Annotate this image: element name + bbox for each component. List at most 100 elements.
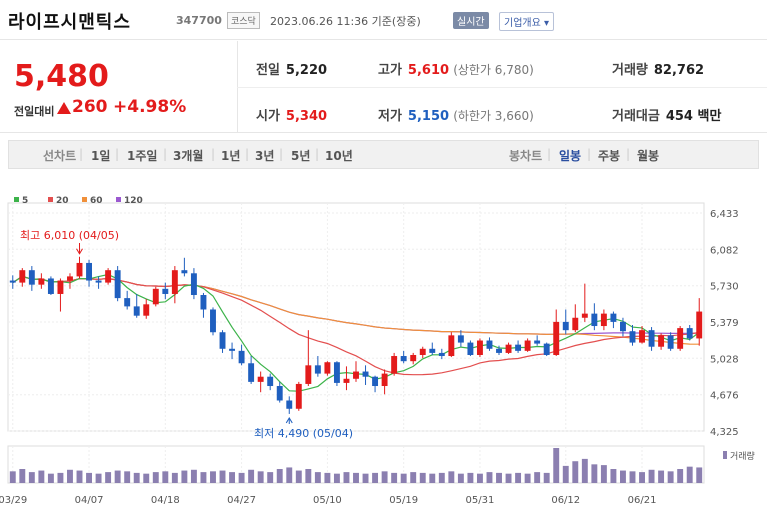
candle-body bbox=[86, 262, 92, 281]
candle-body bbox=[295, 383, 302, 409]
candle-body bbox=[67, 276, 73, 281]
company-overview-dropdown[interactable]: 기업개요 ▾ bbox=[499, 12, 554, 31]
volume-bar bbox=[133, 472, 140, 483]
x-tick-label: 06/12 bbox=[551, 495, 580, 506]
legend-swatch bbox=[14, 197, 19, 202]
candle-body bbox=[257, 376, 264, 382]
volume-bar bbox=[9, 471, 16, 483]
candle-body bbox=[114, 270, 121, 299]
max-arrow-head bbox=[76, 248, 83, 255]
volume-bar bbox=[639, 472, 645, 483]
candle-chart-label: 봉차트 bbox=[509, 149, 543, 163]
volume-bar bbox=[658, 470, 665, 483]
volume-bar bbox=[162, 471, 169, 483]
candle-body bbox=[658, 335, 665, 347]
volume-bar bbox=[467, 472, 474, 483]
volume-bar bbox=[86, 472, 92, 483]
candle-body bbox=[648, 330, 655, 347]
candle-daily[interactable]: 일봉 bbox=[559, 149, 582, 163]
volume-bar bbox=[105, 472, 112, 483]
candle-body bbox=[677, 328, 684, 349]
price-change-pct: +4.98% bbox=[113, 97, 187, 117]
candle-body bbox=[667, 335, 674, 349]
legend-label: 120 bbox=[124, 196, 143, 206]
candle-body bbox=[534, 340, 541, 344]
candle-body bbox=[19, 270, 26, 283]
volume-bar bbox=[591, 464, 598, 483]
candle-body bbox=[200, 295, 207, 310]
period-3y[interactable]: 3년 bbox=[255, 149, 275, 163]
candle-body bbox=[400, 356, 407, 362]
candle-body bbox=[362, 371, 369, 377]
prev-close: 전일 5,220 bbox=[256, 63, 328, 78]
y-tick-label: 5,730 bbox=[710, 282, 739, 293]
candle-body bbox=[133, 306, 140, 316]
candle-body bbox=[629, 331, 636, 343]
volume-bar bbox=[648, 469, 655, 483]
stock-name: 라이프시맨틱스 bbox=[8, 12, 131, 33]
volume-bar bbox=[257, 471, 264, 483]
volume-bar bbox=[57, 472, 64, 483]
candle-body bbox=[410, 354, 417, 362]
period-10y[interactable]: 10년 bbox=[325, 149, 353, 163]
candle-weekly[interactable]: 주봉 bbox=[598, 149, 621, 163]
x-tick-label: 05/31 bbox=[466, 495, 495, 506]
volume-bar bbox=[181, 470, 188, 483]
candle-body bbox=[448, 335, 455, 357]
x-tick-label: 05/19 bbox=[389, 495, 418, 506]
legend-swatch bbox=[48, 197, 53, 202]
volume-bar bbox=[19, 469, 26, 483]
volume-bar bbox=[486, 472, 493, 483]
candle-body bbox=[57, 280, 64, 294]
volume-bar bbox=[448, 471, 455, 483]
candle-body bbox=[553, 321, 560, 355]
candle-body bbox=[343, 378, 350, 383]
volume-bar bbox=[515, 472, 522, 483]
candle-body bbox=[28, 270, 35, 285]
candle-body bbox=[696, 311, 703, 339]
up-triangle-icon bbox=[57, 102, 71, 114]
trade-amount: 거래대금 454 백만 bbox=[612, 109, 722, 124]
volume-bar bbox=[381, 471, 388, 483]
volume-bar bbox=[295, 470, 302, 483]
volume-bar bbox=[362, 473, 369, 483]
volume-bar bbox=[276, 469, 283, 483]
volume-bar bbox=[620, 470, 626, 483]
volume-bar bbox=[572, 461, 579, 483]
candle-body bbox=[181, 270, 188, 274]
volume-bar bbox=[219, 470, 226, 483]
candle-body bbox=[286, 400, 293, 409]
volume-bar bbox=[114, 470, 121, 483]
volume-label: 거래량 bbox=[730, 450, 755, 462]
y-tick-label: 4,676 bbox=[710, 391, 739, 402]
period-1w[interactable]: 1주일 bbox=[127, 149, 158, 163]
period-5y[interactable]: 5년 bbox=[291, 149, 311, 163]
volume-bar bbox=[171, 472, 178, 483]
candle-body bbox=[372, 376, 379, 387]
open-price: 시가 5,340 bbox=[256, 109, 328, 124]
candle-body bbox=[162, 288, 169, 294]
candle-body bbox=[333, 362, 340, 383]
candle-body bbox=[429, 348, 436, 353]
period-1d[interactable]: 1일 bbox=[91, 149, 111, 163]
period-1y[interactable]: 1년 bbox=[221, 149, 241, 163]
candle-body bbox=[391, 356, 398, 374]
candle-monthly[interactable]: 월봉 bbox=[637, 149, 660, 163]
realtime-button[interactable]: 실시간 bbox=[453, 12, 489, 29]
volume-bar bbox=[686, 466, 693, 483]
y-tick-label: 4,325 bbox=[710, 427, 739, 438]
candle-body bbox=[467, 342, 474, 355]
volume-bar bbox=[400, 473, 407, 483]
volume-bar bbox=[410, 472, 417, 483]
volume-bar bbox=[562, 465, 569, 483]
volume-bar bbox=[553, 448, 560, 483]
volume-bar bbox=[353, 472, 359, 483]
candle-body bbox=[305, 365, 312, 384]
x-tick-label: 06/21 bbox=[628, 495, 657, 506]
max-annotation: 최고 6,010 (04/05) bbox=[20, 229, 119, 242]
volume-bar bbox=[124, 471, 131, 483]
candle-body bbox=[562, 321, 569, 331]
period-3m[interactable]: 3개월 bbox=[173, 149, 204, 163]
candle-body bbox=[591, 313, 598, 327]
